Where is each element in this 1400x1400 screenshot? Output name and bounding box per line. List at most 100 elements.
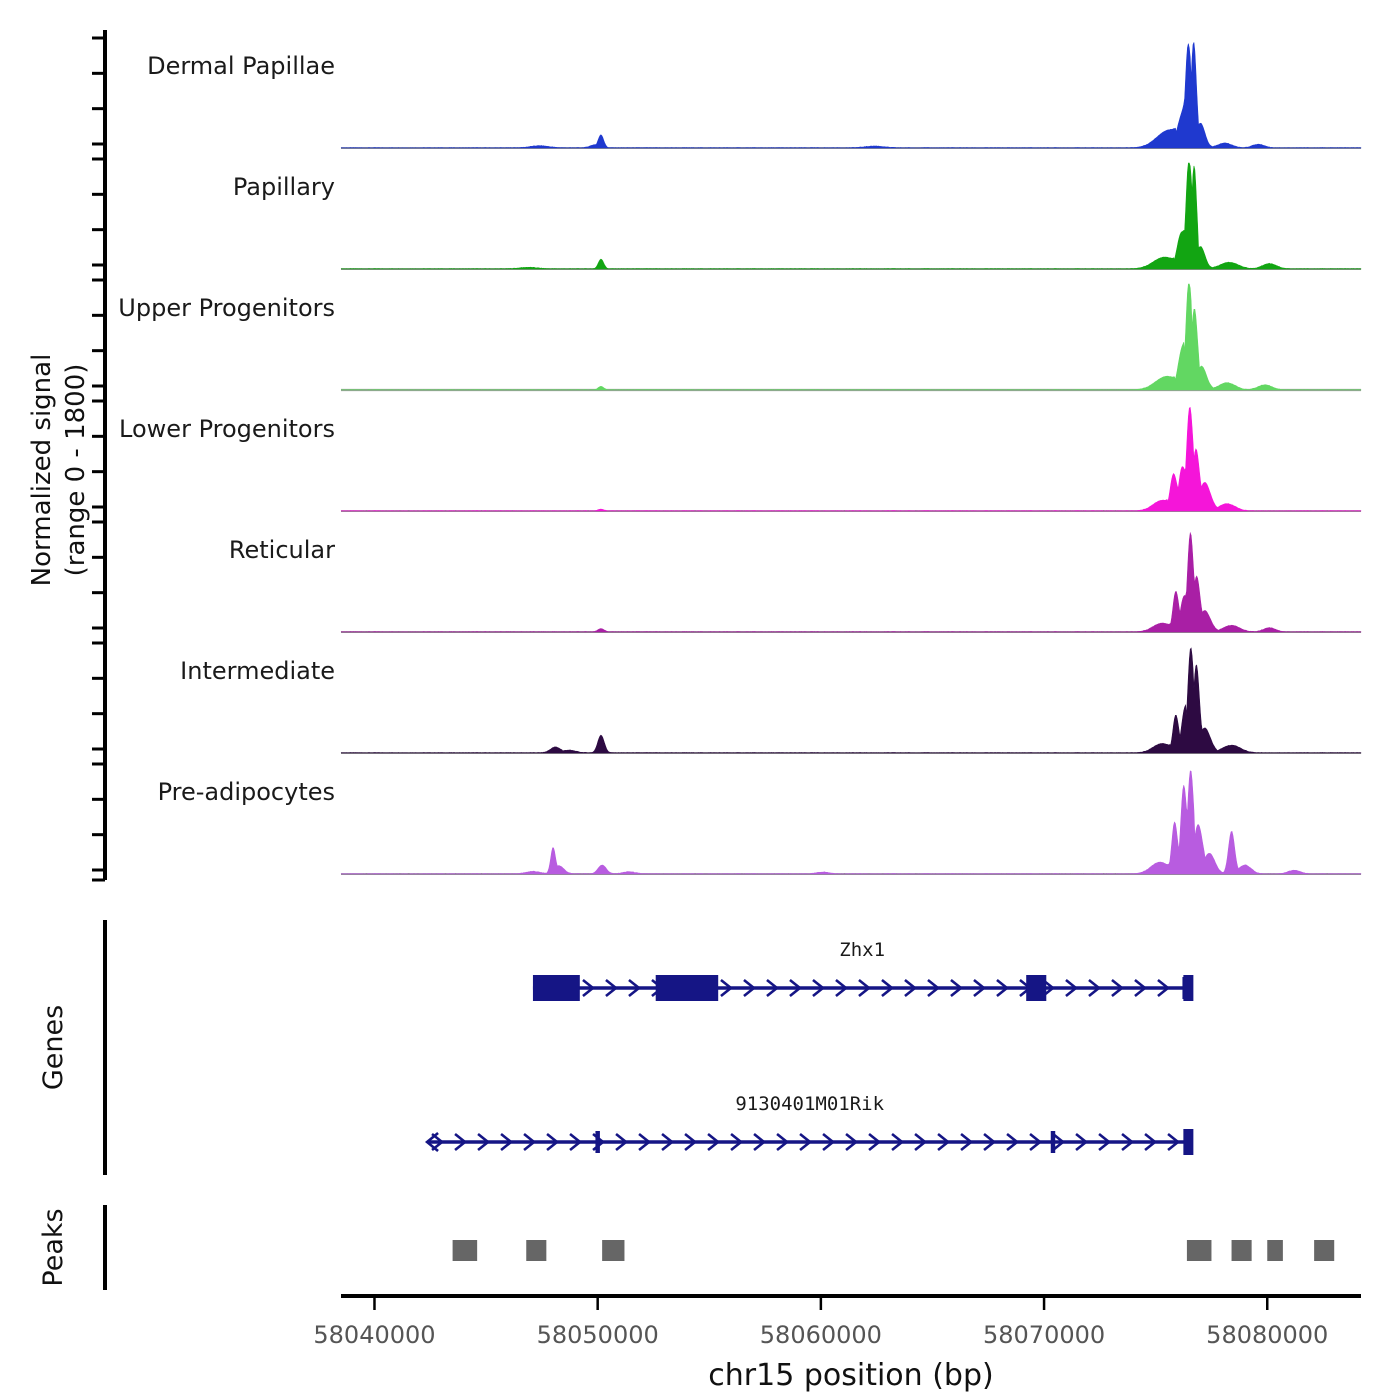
- gene-strand-arrow: [753, 1132, 767, 1152]
- gene-exon: [1183, 975, 1194, 1001]
- gene-strand-arrow: [1052, 1132, 1066, 1152]
- gene-strand-arrow: [996, 978, 1010, 998]
- peak-box: [1186, 1240, 1212, 1261]
- track-label: Lower Progenitors: [119, 415, 335, 443]
- x-axis: 58040000 58050000 58060000 58070000 58080000…: [313, 1294, 1361, 1393]
- x-axis-tick-label: 58080000: [1206, 1321, 1328, 1349]
- signal-y-axis: [92, 30, 107, 882]
- gene-strand-arrow: [1134, 978, 1148, 998]
- signal-track-papillary: Papillary: [233, 162, 1362, 270]
- gene-name-label: 9130401M01Rik: [735, 1093, 884, 1115]
- signal-profile: [340, 770, 1362, 875]
- y-axis-title: Normalized signal (range 0 - 1800): [27, 354, 91, 587]
- gene-strand-arrow: [822, 1132, 836, 1152]
- gene-strand-arrow: [1157, 978, 1171, 998]
- gene-strand-arrow: [927, 978, 941, 998]
- track-label: Papillary: [233, 173, 335, 201]
- gene-strand-arrow: [661, 1132, 675, 1152]
- track-label: Pre-adipocytes: [158, 778, 335, 806]
- y-axis-title-line1: Normalized signal: [27, 354, 57, 587]
- gene-strand-arrow: [730, 1132, 744, 1152]
- signal-profile: [340, 531, 1362, 633]
- gene-strand-arrow: [1098, 1132, 1112, 1152]
- gene-strand-arrow: [424, 1131, 439, 1153]
- gene-strand-arrow: [1121, 1132, 1135, 1152]
- signal-track-intermediate: Intermediate: [180, 647, 1362, 754]
- gene-strand-arrow: [845, 1132, 859, 1152]
- gene-strand-arrow: [983, 1132, 997, 1152]
- gene-strand-arrow: [904, 978, 918, 998]
- gene-strand-arrow: [477, 1132, 491, 1152]
- gene-strand-arrow: [812, 978, 826, 998]
- gene-strand-arrow: [937, 1132, 951, 1152]
- gene-strand-arrow: [766, 978, 780, 998]
- gene-strand-arrow: [628, 978, 642, 998]
- gene-strand-arrow: [1029, 1132, 1043, 1152]
- x-axis-title: chr15 position (bp): [708, 1358, 993, 1393]
- peak-box: [602, 1240, 625, 1261]
- gene-strand-arrow: [569, 1132, 583, 1152]
- gene-strand-arrow: [1065, 978, 1079, 998]
- gene-strand-arrow: [454, 1132, 468, 1152]
- gene-exon: [655, 975, 719, 1001]
- gene-strand-arrow: [523, 1132, 537, 1152]
- track-label: Dermal Papillae: [147, 52, 335, 80]
- peak-box: [1267, 1240, 1283, 1261]
- signal-track-upper-progenitors: Upper Progenitors: [118, 283, 1362, 392]
- gene-strand-arrow: [638, 1132, 652, 1152]
- gene-exon: [1026, 975, 1047, 1001]
- gene-Zhx1[interactable]: Zhx1: [532, 939, 1194, 1001]
- gene-strand-arrow: [546, 1132, 560, 1152]
- gene-exon: [532, 975, 580, 1001]
- gene-strand-arrow: [789, 978, 803, 998]
- peak-box: [526, 1240, 547, 1261]
- gene-strand-arrow: [500, 1132, 514, 1152]
- gene-exon: [1183, 1129, 1194, 1155]
- gene-name-label: Zhx1: [839, 939, 885, 961]
- signal-track-pre-adipocytes: Pre-adipocytes: [158, 770, 1362, 875]
- gene-strand-arrow: [684, 1132, 698, 1152]
- gene-strand-arrow: [1111, 978, 1125, 998]
- x-axis-tick-label: 58050000: [537, 1321, 659, 1349]
- peak-box: [452, 1240, 478, 1261]
- gene-strand-arrow: [881, 978, 895, 998]
- gene-exon: [595, 1131, 600, 1153]
- gene-strand-arrow: [720, 978, 734, 998]
- gene-strand-arrow: [960, 1132, 974, 1152]
- signal-track-reticular: Reticular: [229, 531, 1362, 633]
- signal-tracks: Dermal Papillae Papillary Upper Progenitor…: [118, 42, 1362, 875]
- signal-profile: [340, 283, 1362, 391]
- genes-panel: Genes Zhx1 9130401M01Rik: [38, 920, 1194, 1175]
- gene-strand-arrow: [1088, 978, 1102, 998]
- gene-strand-arrow: [1075, 1132, 1089, 1152]
- gene-strand-arrow: [605, 978, 619, 998]
- track-label: Upper Progenitors: [118, 294, 335, 322]
- signal-profile: [340, 162, 1362, 270]
- x-axis-tick-label: 58040000: [313, 1321, 435, 1349]
- gene-strand-arrow: [582, 978, 596, 998]
- genes-axis-label: Genes: [38, 1005, 69, 1090]
- gene-strand-arrow: [1167, 1132, 1181, 1152]
- gene-strand-arrow: [891, 1132, 905, 1152]
- gene-strand-arrow: [1006, 1132, 1020, 1152]
- gene-strand-arrow: [835, 978, 849, 998]
- gene-strand-arrow: [914, 1132, 928, 1152]
- gene-strand-arrow: [707, 1132, 721, 1152]
- gene-strand-arrow: [776, 1132, 790, 1152]
- track-label: Reticular: [229, 536, 335, 564]
- peak-box: [1314, 1240, 1335, 1261]
- gene-strand-arrow: [858, 978, 872, 998]
- signal-profile: [340, 42, 1362, 149]
- peaks-axis-label: Peaks: [38, 1208, 69, 1286]
- gene-9130401M01Rik[interactable]: 9130401M01Rik: [424, 1093, 1194, 1155]
- x-axis-tick-label: 58070000: [983, 1321, 1105, 1349]
- gene-strand-arrow: [868, 1132, 882, 1152]
- track-label: Intermediate: [180, 657, 335, 685]
- peaks-panel: Peaks: [38, 1205, 1335, 1290]
- gene-strand-arrow: [1144, 1132, 1158, 1152]
- signal-track-lower-progenitors: Lower Progenitors: [119, 406, 1362, 512]
- x-axis-tick-label: 58060000: [760, 1321, 882, 1349]
- signal-profile: [340, 647, 1362, 754]
